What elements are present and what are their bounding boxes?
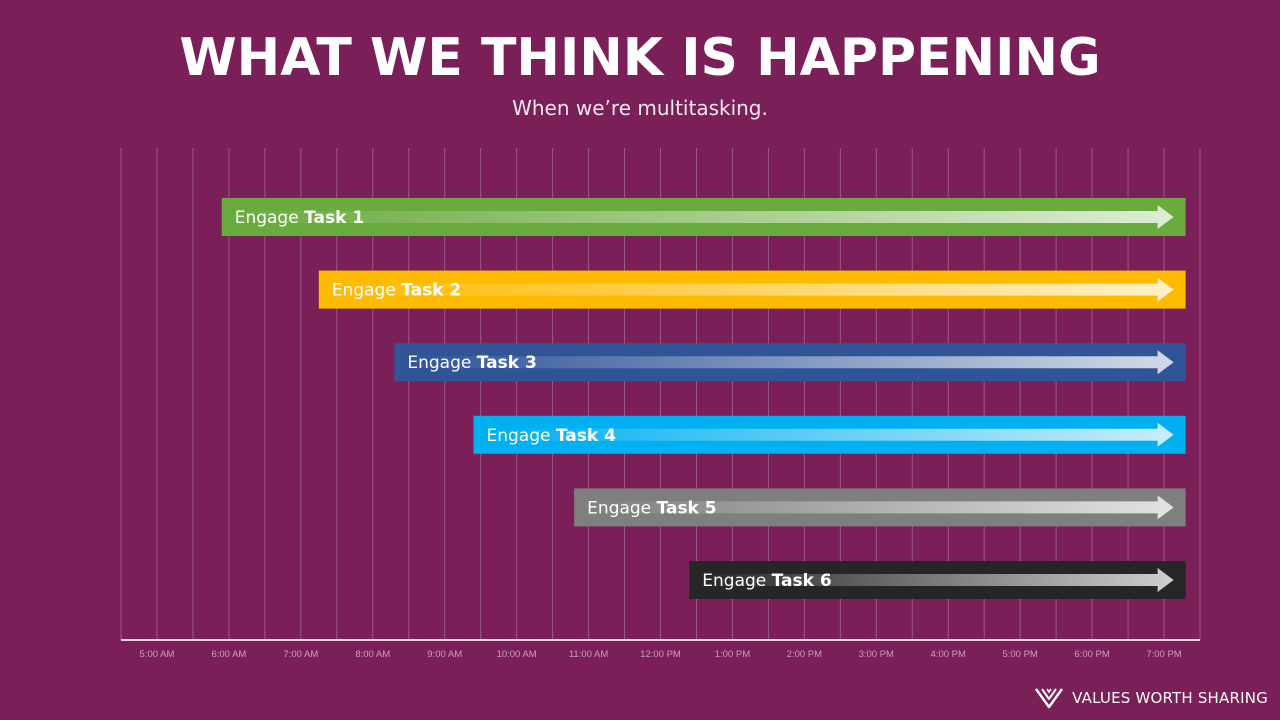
arrow-right-icon: [328, 277, 1174, 302]
task-name: Task 2: [401, 281, 461, 301]
x-tick-label: 8:00 AM: [355, 649, 390, 660]
arrow-right-icon: [584, 495, 1174, 520]
task-bar: Engage Task 1: [221, 198, 1186, 236]
page-subtitle: When we’re multitasking.: [512, 96, 768, 120]
task-bar-label: Engage Task 5: [587, 498, 716, 518]
task-prefix: Engage: [235, 208, 304, 228]
task-name: Task 5: [657, 498, 717, 518]
task-prefix: Engage: [407, 353, 476, 373]
task-prefix: Engage: [332, 281, 401, 301]
task-name: Task 4: [556, 426, 616, 446]
page-title: WHAT WE THINK IS HAPPENING: [179, 28, 1101, 88]
task-bar: Engage Task 3: [394, 343, 1186, 382]
x-tick-label: 2:00 PM: [787, 649, 822, 660]
task-bar-label: Engage Task 6: [702, 571, 831, 591]
vws-logo-icon: [1035, 688, 1064, 709]
x-tick-label: 11:00 AM: [569, 649, 609, 660]
x-tick-label: 5:00 AM: [140, 649, 175, 660]
arrow-right-icon: [231, 205, 1174, 229]
arrow-right-icon: [483, 422, 1174, 447]
x-tick-label: 6:00 AM: [211, 649, 246, 660]
x-tick-label: 12:00 PM: [640, 649, 681, 660]
x-tick-label: 5:00 PM: [1002, 649, 1037, 660]
brand-mark: VALUES WORTH SHARING: [1034, 686, 1268, 710]
task-name: Task 1: [304, 208, 364, 228]
task-name: Task 3: [477, 353, 537, 373]
x-tick-label: 7:00 PM: [1146, 649, 1181, 660]
x-axis: 5:00 AM 6:00 AM 7:00 AM 8:00 AM 9:00 AM 10:00…: [121, 639, 1200, 660]
task-prefix: Engage: [702, 571, 771, 591]
task-bar: Engage Task 4: [473, 415, 1186, 454]
x-tick-label: 6:00 PM: [1074, 649, 1109, 660]
task-name: Task 6: [772, 571, 832, 591]
x-tick-label: 4:00 PM: [931, 649, 966, 660]
task-bar-label: Engage Task 4: [486, 426, 616, 446]
x-tick-label: 10:00 AM: [497, 649, 537, 660]
x-tick-label: 3:00 PM: [859, 649, 894, 660]
task-bar-label: Engage Task 3: [407, 353, 536, 373]
x-tick-label: 1:00 PM: [715, 649, 750, 660]
x-tick-label: 9:00 AM: [427, 649, 462, 660]
task-prefix: Engage: [587, 498, 656, 518]
task-bar-label: Engage Task 1: [235, 208, 364, 228]
arrow-right-icon: [404, 350, 1174, 375]
arrow-right-icon: [699, 568, 1174, 592]
task-bar: Engage Task 2: [318, 270, 1186, 309]
x-tick-label: 7:00 AM: [283, 649, 318, 660]
task-bar-label: Engage Task 2: [332, 281, 461, 301]
task-prefix: Engage: [486, 426, 555, 446]
task-bar: Engage Task 5: [574, 488, 1186, 527]
brand-text: VALUES WORTH SHARING: [1072, 689, 1268, 707]
task-bar: Engage Task 6: [689, 561, 1186, 599]
